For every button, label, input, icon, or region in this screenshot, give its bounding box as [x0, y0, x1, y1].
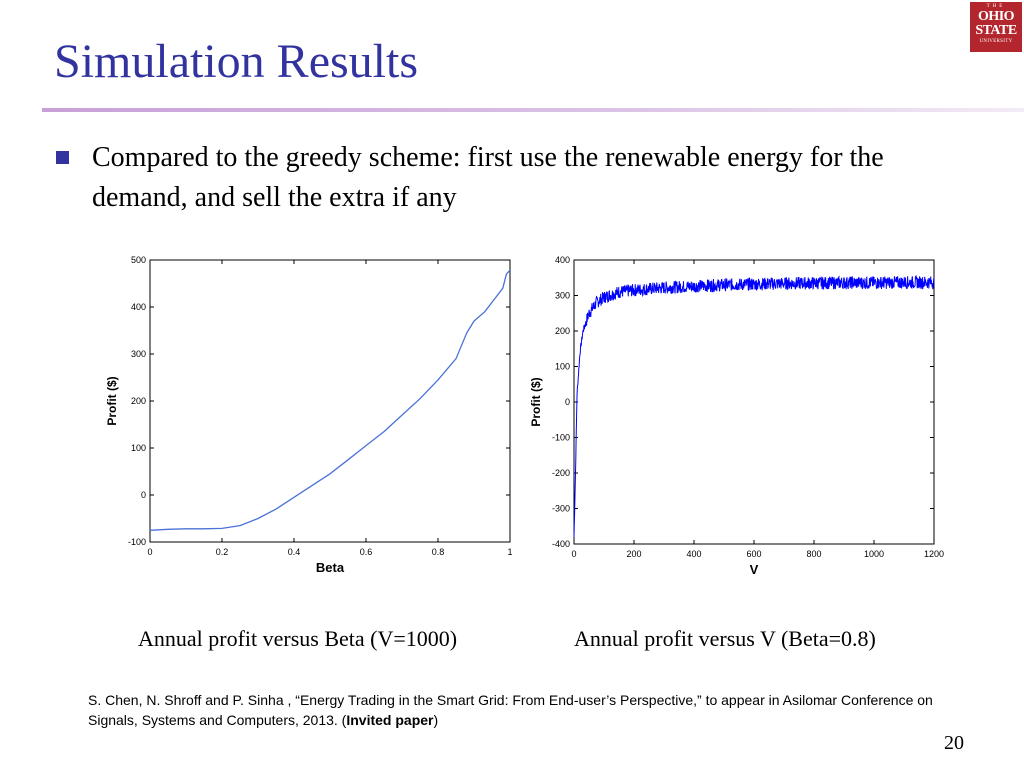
y-tick-label: 300	[555, 291, 570, 301]
caption-left: Annual profit versus Beta (V=1000)	[138, 626, 458, 651]
x-tick-label: 0.2	[216, 547, 229, 557]
y-tick-label: -200	[552, 468, 570, 478]
bullet-text: Compared to the greedy scheme: first use…	[92, 142, 884, 213]
chart-profit-vs-v-svg: 0 200 400 600 800 1000 1200 -400 -300 -200 -100 0 10…	[529, 255, 944, 577]
plot-frame	[149, 259, 511, 543]
y-tick-label: 0	[565, 397, 570, 407]
x-tick-label: 0	[571, 549, 576, 559]
x-tick-label: 1200	[924, 549, 944, 559]
y-tick-label: 500	[131, 255, 146, 265]
x-tick-label: 600	[746, 549, 761, 559]
reference-invited: Invited paper	[346, 712, 434, 728]
x-axis-label: Beta	[316, 560, 345, 575]
y-tick-label: -300	[552, 504, 570, 514]
slide-title: Simulation Results	[54, 35, 419, 88]
plot-frame	[573, 259, 935, 545]
y-axis-label: Profit ($)	[105, 376, 119, 425]
y-tick-label: -100	[128, 537, 146, 547]
bullet-item: Compared to the greedy scheme: first use…	[54, 138, 974, 218]
caption-right: Annual profit versus V (Beta=0.8)	[574, 626, 876, 651]
chart-profit-vs-beta-svg: 0 0.2 0.4 0.6 0.8 1-1000100200300400500BetaPr…	[105, 255, 513, 575]
y-tick-label: 0	[141, 490, 146, 500]
x-tick-label: 800	[806, 549, 821, 559]
x-axis-label: V	[750, 562, 759, 577]
y-tick-label: 400	[131, 302, 146, 312]
x-tick-label: 1000	[864, 549, 884, 559]
series-line	[149, 269, 511, 531]
y-tick-label: 200	[131, 396, 146, 406]
logo-university: UNIVERSITY	[979, 39, 1013, 44]
chart-profit-vs-v: 0 200 400 600 800 1000 1200 -400 -300 -200 -100 0 10…	[524, 248, 954, 583]
chart-profit-vs-beta: 0 0.2 0.4 0.6 0.8 1 -100 0 100 200 300 400 500 Beta Pr…	[100, 250, 520, 580]
x-tick-label: 0	[147, 547, 152, 557]
reference-close: )	[433, 712, 439, 728]
logo-the: THE	[986, 4, 1006, 9]
series-line	[573, 274, 935, 538]
x-tick-label: 0.8	[432, 547, 445, 557]
x-tick-label: 400	[686, 549, 701, 559]
y-tick-label: 100	[555, 362, 570, 372]
logo-ohio: OHIO	[977, 9, 1015, 24]
x-tick-label: 0.4	[288, 547, 301, 557]
y-tick-label: -100	[552, 433, 570, 443]
x-tick-label: 0.6	[360, 547, 373, 557]
x-tick-label: 1	[507, 547, 512, 557]
x-tick-label: 200	[626, 549, 641, 559]
y-tick-label: 200	[555, 326, 570, 336]
y-axis-label: Profit ($)	[529, 377, 543, 426]
page-number: 20	[944, 732, 964, 754]
title-underline	[42, 108, 1024, 112]
y-tick-label: -400	[552, 539, 570, 549]
ohio-state-logo: THE OHIO STATE UNIVERSITY	[970, 2, 1022, 52]
y-tick-label: 400	[555, 255, 570, 265]
y-tick-label: 100	[131, 443, 146, 453]
square-bullet-icon	[56, 151, 69, 164]
logo-state: STATE	[975, 23, 1017, 38]
reference-citation: S. Chen, N. Shroff and P. Sinha , “Energ…	[88, 690, 968, 730]
y-tick-label: 300	[131, 349, 146, 359]
reference-text: S. Chen, N. Shroff and P. Sinha , “Energ…	[88, 692, 933, 728]
